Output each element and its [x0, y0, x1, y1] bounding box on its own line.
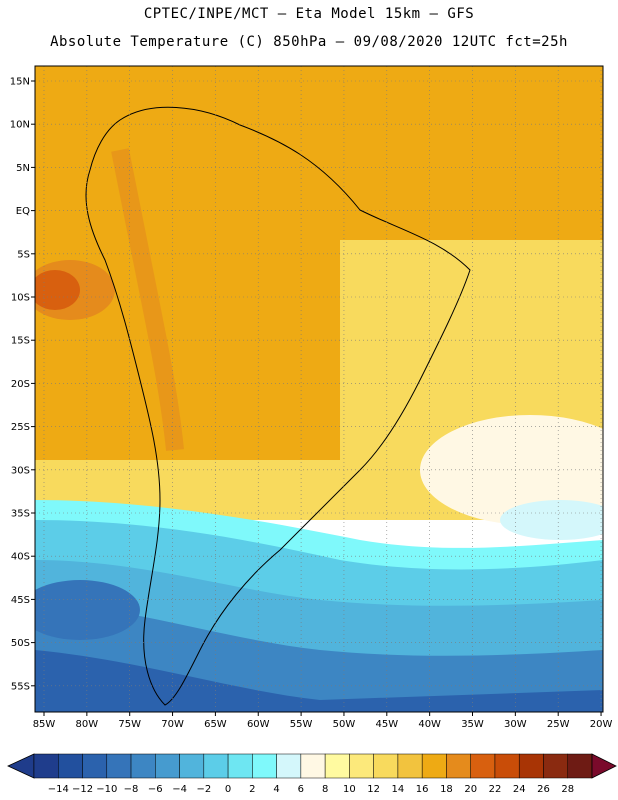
lat-lon-grid [31, 66, 603, 716]
colorbar-label: −4 [172, 784, 187, 795]
colorbar-swatch [470, 753, 496, 779]
lat-label: 55S [11, 681, 30, 692]
colorbar-swatch [324, 753, 350, 779]
colorbar-swatch [33, 753, 59, 779]
colorbar-swatch [106, 753, 132, 779]
colorbar-label: 14 [392, 784, 405, 795]
lon-label: 30W [504, 719, 527, 730]
lon-label: 35W [461, 719, 484, 730]
longitude-labels: 85W 80W 75W 70W 65W 60W 55W 50W 45W 40W 35W 30W 25W 2… [33, 719, 613, 730]
colorbar-label: −14 [48, 784, 69, 795]
colorbar-swatch [300, 753, 326, 779]
south-america-outline [85, 106, 471, 706]
lon-label: 65W [204, 719, 227, 730]
colorbar-label: 16 [416, 784, 429, 795]
colorbar-label: 26 [537, 784, 550, 795]
colorbar-swatch [349, 753, 374, 779]
colorbar-swatch [446, 753, 471, 779]
lon-label: 80W [76, 719, 99, 730]
lat-label: 25S [11, 422, 30, 433]
colorbar-swatch [276, 753, 302, 779]
colorbar-label: −10 [96, 784, 117, 795]
colorbar-label: −2 [196, 784, 211, 795]
map-title-line-2: Absolute Temperature (C) 850hPa – 09/08/… [50, 34, 568, 50]
colorbar-label: −8 [124, 784, 139, 795]
colorbar-label: 20 [464, 784, 477, 795]
colorbar-swatch [203, 753, 229, 779]
colorbar-label: 28 [561, 784, 574, 795]
colorbar-low-arrow [7, 753, 35, 779]
colorbar-label: 2 [249, 784, 255, 795]
colorbar-label: 6 [298, 784, 304, 795]
colorbar-swatch [567, 753, 593, 779]
cold-patch-west [35, 580, 140, 640]
lon-label: 60W [247, 719, 270, 730]
andes-warm [111, 148, 184, 451]
colorbar-label: 24 [513, 784, 526, 795]
map-title-line-1: CPTEC/INPE/MCT – Eta Model 15km – GFS [143, 6, 475, 22]
lat-label: 10N [10, 120, 30, 131]
colorbar-swatch [82, 753, 108, 779]
lat-label: 30S [11, 465, 30, 476]
colorbar-swatch [494, 753, 520, 779]
colorbar-label: 12 [367, 784, 380, 795]
lat-label: EQ [16, 206, 30, 217]
colorbar-swatch [421, 753, 447, 779]
colorbar-high-arrow [591, 753, 617, 779]
lat-label: 5N [16, 163, 30, 174]
lat-label: 35S [11, 509, 30, 520]
latitude-labels: 15N 10N 5N EQ 5S 10S 15S 20S 25S 30S 35S 40S 45S 50S 5… [10, 77, 30, 693]
lon-label: 75W [118, 719, 141, 730]
lon-label: 50W [333, 719, 356, 730]
lat-label: 45S [11, 595, 30, 606]
lat-label: 20S [11, 379, 30, 390]
colorbar-swatch [227, 753, 253, 779]
colorbar-swatch [155, 753, 180, 779]
lat-label: 15N [10, 77, 30, 88]
lon-label: 40W [418, 719, 441, 730]
lat-label: 40S [11, 552, 30, 563]
colorbar-label: −6 [148, 784, 163, 795]
band-dark-blue [35, 650, 603, 712]
colorbar: −14 −12 −10 −8 −6 −4 −2 0 2 4 6 8 10 12 14 16 18 20 22 24 26… [7, 753, 617, 795]
colorbar-swatch [397, 753, 423, 779]
colorbar-label: 4 [273, 784, 279, 795]
temperature-field [35, 66, 603, 712]
colorbar-swatch [543, 753, 568, 779]
lon-label: 45W [375, 719, 398, 730]
lat-label: 10S [11, 293, 30, 304]
lon-label: 20W [590, 719, 613, 730]
colorbar-swatch [252, 753, 277, 779]
colorbar-label: 22 [489, 784, 502, 795]
pale-cyan-patch [500, 500, 603, 540]
colorbar-swatch [373, 753, 399, 779]
colorbar-label: 10 [343, 784, 356, 795]
lon-label: 55W [290, 719, 313, 730]
colorbar-swatch [130, 753, 156, 779]
map-frame [34, 65, 604, 713]
colorbar-label: −12 [72, 784, 93, 795]
colorbar-swatch [58, 753, 83, 779]
lat-label: 50S [11, 638, 30, 649]
colorbar-label: 18 [440, 784, 453, 795]
colorbar-label: 8 [322, 784, 328, 795]
hot-patch-west [35, 270, 80, 310]
lon-label: 85W [33, 719, 56, 730]
colorbar-label: 0 [225, 784, 231, 795]
lon-label: 25W [547, 719, 570, 730]
lon-label: 70W [161, 719, 184, 730]
lat-label: 5S [17, 249, 30, 260]
colorbar-swatch [518, 753, 544, 779]
lat-label: 15S [11, 336, 30, 347]
colorbar-swatch [179, 753, 205, 779]
